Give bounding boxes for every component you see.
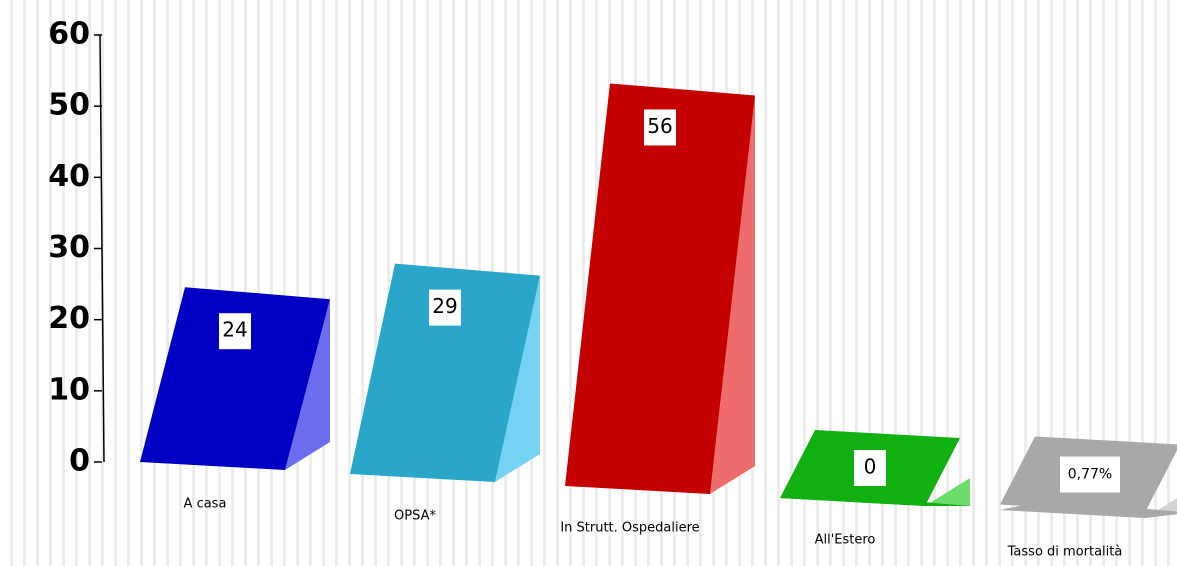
y-tick-label: 10 <box>48 372 90 407</box>
x-tick-label: In Strutt. Ospedaliere <box>560 521 699 536</box>
y-tick-label: 50 <box>48 88 90 123</box>
value-label: 0 <box>864 455 877 479</box>
bar-side <box>925 478 970 506</box>
x-tick-label: A casa <box>184 497 227 512</box>
y-tick-label: 40 <box>48 159 90 194</box>
value-label-box <box>644 109 676 146</box>
value-label: 24 <box>222 318 247 342</box>
y-tick-label: 0 <box>69 444 90 479</box>
x-tick-label: All'Estero <box>815 533 876 548</box>
x-tick-label: Tasso di mortalità <box>1007 545 1123 560</box>
bar-side <box>495 275 540 482</box>
value-label-box <box>219 313 251 350</box>
x-tick-label: OPSA* <box>394 509 436 524</box>
value-label: 56 <box>647 114 672 138</box>
value-label: 29 <box>432 294 457 318</box>
value-label-box <box>854 450 886 486</box>
y-tick-label: 30 <box>48 230 90 265</box>
value-label: 0,77% <box>1068 467 1112 483</box>
bar <box>140 287 330 470</box>
y-tick-label: 60 <box>48 17 90 52</box>
value-label-box <box>1060 456 1120 493</box>
value-label-box <box>429 289 461 326</box>
y-tick-label: 20 <box>48 301 90 336</box>
bar <box>565 83 755 494</box>
bar <box>350 263 540 482</box>
